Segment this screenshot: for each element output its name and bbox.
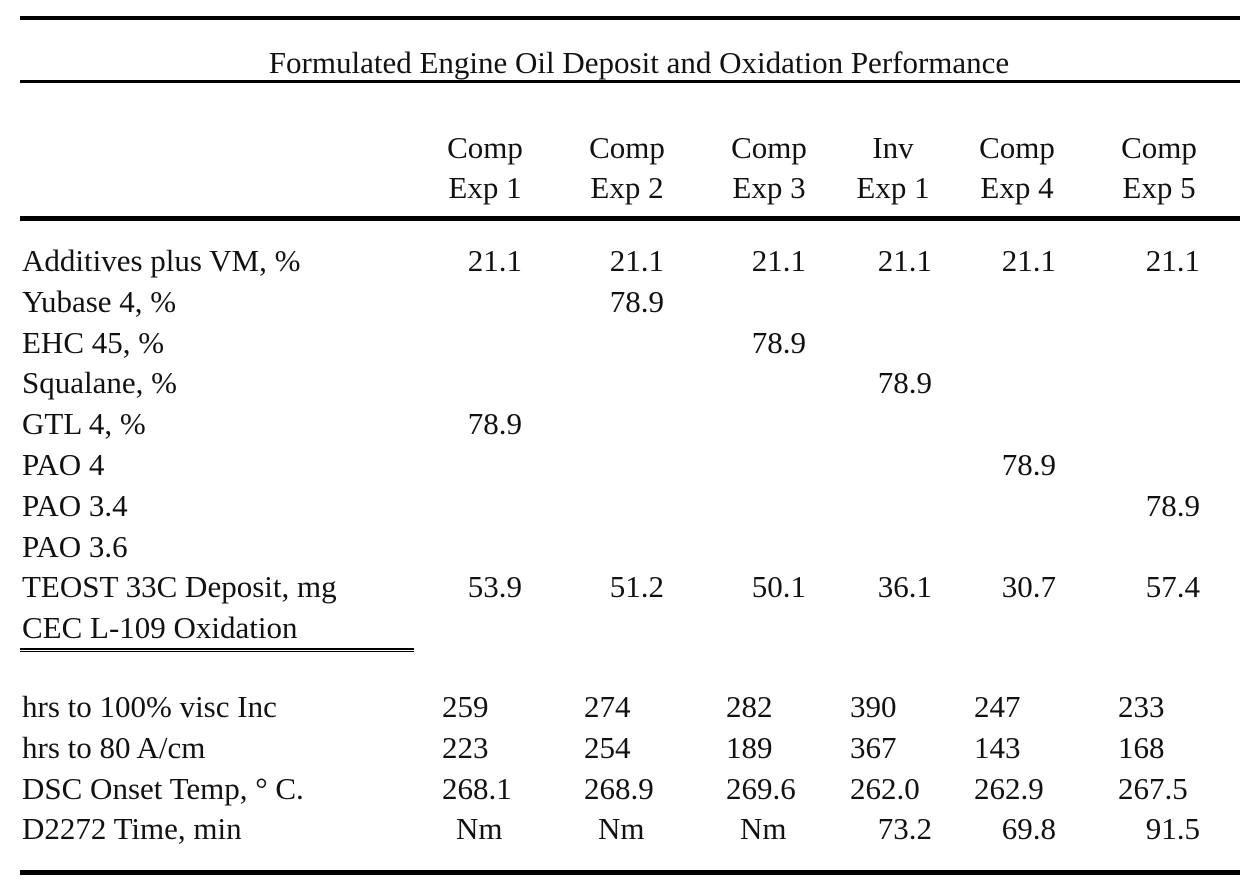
row-label: PAO 3.6 xyxy=(22,528,128,564)
column-header: Comp Exp 5 xyxy=(1114,128,1204,208)
row-label: D2272 Time, min xyxy=(22,811,242,847)
row-label: PAO 4 xyxy=(22,447,105,482)
cell-value: 78.9 xyxy=(1001,447,1056,482)
cell-value: 21.1 xyxy=(877,243,932,278)
cell-value: 51.2 xyxy=(609,569,664,605)
cell-value: 36.1 xyxy=(877,569,932,605)
table-row: PAO 4 78.9 xyxy=(0,444,1244,485)
table-row: Yubase 4, % 78.9 xyxy=(0,281,1244,322)
cell-value: 223 xyxy=(442,729,489,765)
caption-rule xyxy=(20,80,1240,83)
row-label: hrs to 100% visc Inc xyxy=(22,689,277,724)
table-row: GTL 4, % 78.9 xyxy=(0,403,1244,444)
cell-value: 78.9 xyxy=(751,324,806,360)
column-header-line1: Comp xyxy=(1121,130,1197,165)
cell-value: 189 xyxy=(726,729,773,765)
cell-value: Nm xyxy=(456,811,503,847)
header-rule xyxy=(20,216,1240,221)
cell-value: 21.1 xyxy=(1145,243,1200,278)
row-label: Additives plus VM, % xyxy=(22,243,301,278)
cell-value: Nm xyxy=(740,811,787,847)
row-label: Yubase 4, % xyxy=(22,283,177,319)
column-header-line2: Exp 2 xyxy=(590,170,664,205)
cell-value: 259 xyxy=(442,689,489,724)
column-header-line2: Exp 5 xyxy=(1122,170,1196,205)
cell-value: 143 xyxy=(974,729,1021,765)
cell-value: 91.5 xyxy=(1145,811,1200,847)
column-header-line1: Inv xyxy=(872,130,914,165)
cell-value: 282 xyxy=(726,689,773,724)
cell-value: 262.9 xyxy=(974,770,1044,806)
row-label: hrs to 80 A/cm xyxy=(22,729,206,765)
cell-value: 78.9 xyxy=(1145,487,1200,523)
column-header-line2: Exp 4 xyxy=(980,170,1054,205)
cell-value: 268.1 xyxy=(442,770,512,806)
column-header: Inv Exp 1 xyxy=(848,128,938,208)
column-header: Comp Exp 4 xyxy=(972,128,1062,208)
column-header-line1: Comp xyxy=(447,130,523,165)
cell-value: Nm xyxy=(598,811,645,847)
column-header-line2: Exp 1 xyxy=(856,170,930,205)
cell-value: 262.0 xyxy=(850,770,920,806)
cell-value: 53.9 xyxy=(467,569,522,605)
top-rule xyxy=(20,16,1240,20)
cell-value: 367 xyxy=(850,729,897,765)
cell-value: 21.1 xyxy=(1001,243,1056,278)
table-row: CEC L-109 Oxidation xyxy=(0,607,1244,648)
row-label: PAO 3.4 xyxy=(22,487,128,523)
cell-value: 50.1 xyxy=(751,569,806,605)
cell-value: 69.8 xyxy=(1001,811,1056,847)
column-header-line1: Comp xyxy=(731,130,807,165)
bottom-rule xyxy=(20,870,1240,875)
cell-value: 247 xyxy=(974,689,1021,724)
column-header-line2: Exp 1 xyxy=(448,170,522,205)
cell-value: 233 xyxy=(1118,689,1165,724)
cell-value: 168 xyxy=(1118,729,1165,765)
cell-value: 78.9 xyxy=(609,283,664,319)
cell-value: 21.1 xyxy=(609,243,664,278)
column-header-line2: Exp 3 xyxy=(732,170,806,205)
table-row: hrs to 100% visc Inc 259 274 282 390 247 233 xyxy=(0,686,1244,727)
cell-value: 274 xyxy=(584,689,631,724)
row-label: Squalane, % xyxy=(22,365,177,401)
column-header: Comp Exp 2 xyxy=(582,128,672,208)
label-underline xyxy=(20,648,414,652)
cell-value: 30.7 xyxy=(1001,569,1056,605)
cell-value: 78.9 xyxy=(877,365,932,401)
cell-value: 268.9 xyxy=(584,770,654,806)
cell-value: 78.9 xyxy=(467,406,522,442)
row-label: CEC L-109 Oxidation xyxy=(22,610,298,646)
column-header: Comp Exp 3 xyxy=(724,128,814,208)
table-row: DSC Onset Temp, ° C. 268.1 268.9 269.6 262.0… xyxy=(0,768,1244,809)
table-row: Additives plus VM, % 21.1 21.1 21.1 21.1 21.1… xyxy=(0,240,1244,281)
cell-value: 21.1 xyxy=(751,243,806,278)
cell-value: 21.1 xyxy=(467,243,522,278)
cell-value: 390 xyxy=(850,689,897,724)
column-header-line1: Comp xyxy=(589,130,665,165)
column-header-line1: Comp xyxy=(979,130,1055,165)
row-label: TEOST 33C Deposit, mg xyxy=(22,569,337,605)
row-label: DSC Onset Temp, ° C. xyxy=(22,770,304,806)
table-row: Squalane, % 78.9 xyxy=(0,362,1244,403)
row-label: EHC 45, % xyxy=(22,324,165,360)
cell-value: 267.5 xyxy=(1118,770,1188,806)
table-row: TEOST 33C Deposit, mg 53.9 51.2 50.1 36.1 30.… xyxy=(0,566,1244,607)
table-row: D2272 Time, min Nm Nm Nm 73.2 69.8 91.5 xyxy=(0,808,1244,849)
cell-value: 73.2 xyxy=(877,811,932,847)
table-row: hrs to 80 A/cm 223 254 189 367 143 168 xyxy=(0,727,1244,768)
cell-value: 57.4 xyxy=(1145,569,1200,605)
table-row: EHC 45, % 78.9 xyxy=(0,322,1244,363)
table-row: PAO 3.6 xyxy=(0,526,1244,567)
cell-value: 254 xyxy=(584,729,631,765)
row-label: GTL 4, % xyxy=(22,406,146,442)
cell-value: 269.6 xyxy=(726,770,796,806)
table-row: PAO 3.4 78.9 xyxy=(0,485,1244,526)
column-header: Comp Exp 1 xyxy=(440,128,530,208)
table-caption: Formulated Engine Oil Deposit and Oxidat… xyxy=(268,45,1010,80)
